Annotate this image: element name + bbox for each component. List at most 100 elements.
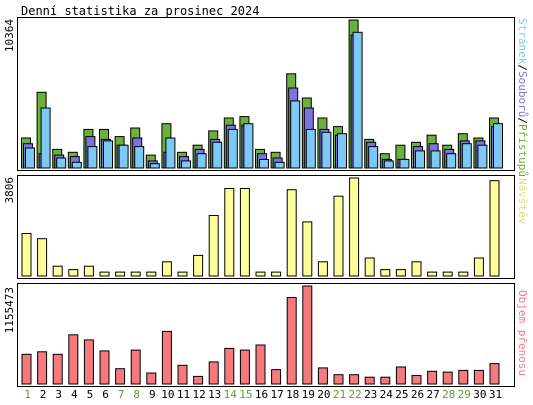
pages-bar [430,150,441,169]
kbytes-bar [37,351,48,385]
kbytes-bar [193,375,204,385]
visits-bar [473,257,484,277]
kbytes-bar [317,367,328,385]
day-label: 7 [118,388,125,401]
day-label: 3 [55,388,62,401]
kbytes-bar [68,334,79,385]
visits-bar [395,269,406,277]
visits-bar [115,271,126,277]
chart-title: Denní statistika za prosinec 2024 [21,4,259,18]
visits-bar [317,261,328,277]
day-label: 9 [149,388,156,401]
visits-bar [255,271,266,277]
visits-bar [286,189,297,277]
legend-sep-2: / [516,117,529,124]
pages-bar [446,153,457,169]
visits-legend: Návštěv [516,178,529,225]
day-label: 23 [364,388,377,401]
kbytes-bar [161,330,172,385]
visits-bar [458,271,469,277]
kbytes-bar [146,372,157,385]
day-label: 31 [489,388,502,401]
kbytes-bar [349,374,360,385]
visits-bar [224,188,235,277]
day-label: 12 [192,388,205,401]
kbytes-bar [52,353,63,385]
kbytes-bar [395,366,406,385]
kbytes-bar [333,374,344,385]
day-label: 21 [333,388,346,401]
visits-bar [208,215,219,277]
kbytes-bar [208,361,219,385]
pages-bar [321,131,332,169]
pages-bar [196,153,207,169]
visits-bar [161,261,172,277]
visits-bar [193,254,204,277]
legend-hits: Přístupů [516,124,529,177]
kbytes-bar [177,364,188,385]
visits-panel-frame [17,175,515,279]
day-label: 26 [411,388,424,401]
day-label: 19 [302,388,315,401]
kbytes-bar [255,344,266,385]
kbytes-bar [458,369,469,385]
pages-bar [103,140,113,169]
day-labels: 1 2 3 4 5 6 7 8 9 10 11 12 13 14 15 16 17 18 19 20 21 22 23 24 2… [24,388,502,401]
day-label: 30 [473,388,486,401]
bars-layer [21,19,503,385]
kbytes-bar [239,349,250,385]
visits-bar [239,188,250,277]
pages-bar [56,157,67,169]
pages-bar [181,160,191,169]
day-label: 28 [442,388,455,401]
visits-bar [411,261,422,277]
day-label: 5 [87,388,94,401]
day-label: 4 [71,388,78,401]
kbytes-bar [271,369,282,385]
day-label: 10 [161,388,174,401]
visits-bar [83,265,94,277]
pages-bar [399,158,410,169]
pages-bar [25,147,35,169]
visits-bar [302,221,313,277]
day-label: 11 [177,388,190,401]
kbytes-bar [380,376,391,385]
visits-ymax-label: 3806 [3,177,16,204]
kbytes-bar [224,347,235,385]
day-label: 20 [317,388,330,401]
visits-bar [380,269,391,277]
pages-bar [134,146,145,169]
pages-bar [337,133,347,169]
hits-ymax-label: 10364 [3,19,16,52]
kbytes-bar [489,363,500,385]
pages-bar [461,143,472,169]
pages-bar [383,160,394,169]
day-label: 14 [224,388,238,401]
kbytes-bar [286,297,297,385]
visits-bar [271,271,282,277]
hits-panel-frame [17,17,515,171]
day-label: 18 [286,388,299,401]
pages-bar [87,146,98,169]
pages-bar [71,161,82,169]
visits-bar [130,271,141,277]
pages-bar [274,161,285,169]
kbytes-bar [411,375,422,385]
visits-bar [489,180,500,277]
kbytes-bar [473,369,484,385]
visits-bar [364,257,375,277]
visits-bar [146,271,157,277]
visits-bar [349,177,360,277]
visits-bar [37,238,48,277]
legend-sep-1: / [516,64,529,71]
day-label: 22 [348,388,361,401]
visits-bar [177,271,188,277]
kbytes-bar [130,349,141,385]
pages-bar [212,141,223,169]
day-label: 1 [24,388,31,401]
legend-pages: Stránek [516,18,529,65]
kbytes-legend: Objem přenosu [516,290,529,376]
pages-bar [368,146,379,169]
visits-bar [427,271,438,277]
